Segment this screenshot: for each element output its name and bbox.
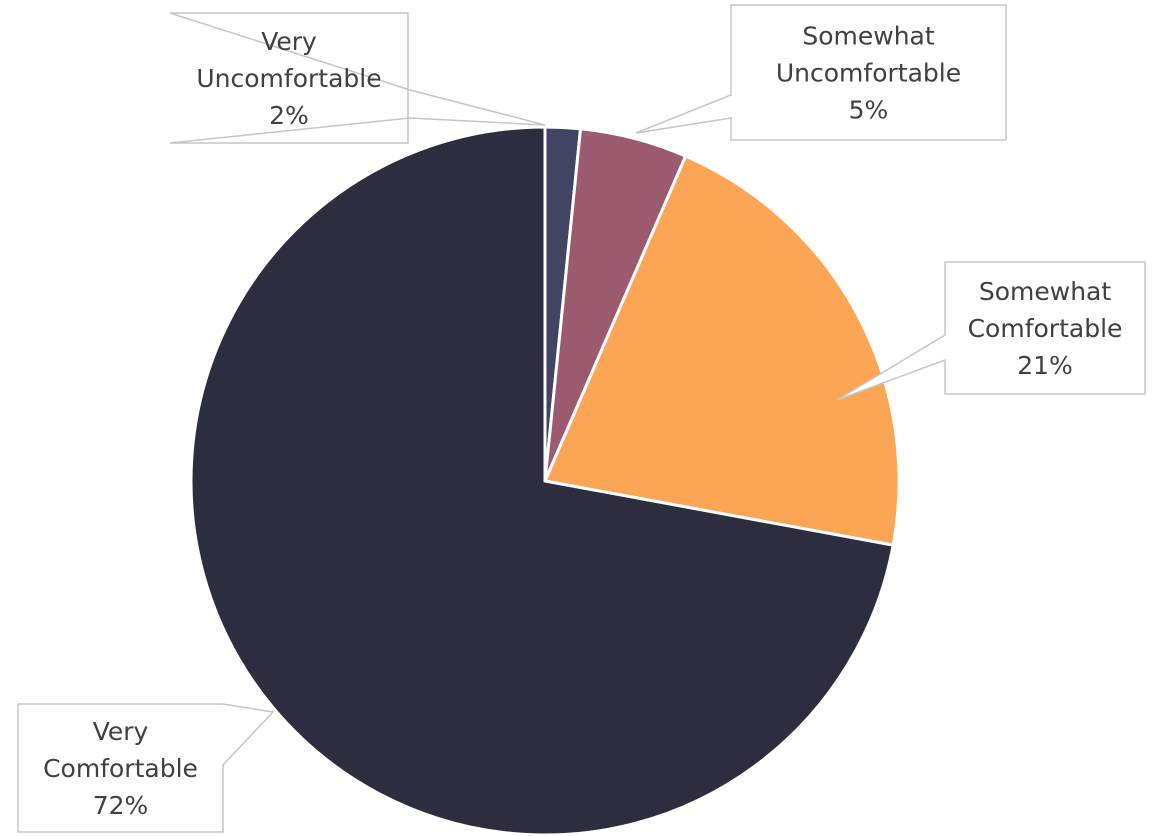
data-label-category: Very: [93, 717, 149, 746]
pie-slices: [189, 125, 901, 836]
data-label-somewhat-comfortable: Somewhat Comfortable 21%: [836, 261, 1146, 401]
data-label-category: Somewhat: [979, 277, 1112, 306]
data-label-category: Somewhat: [802, 22, 935, 51]
data-label-category: Uncomfortable: [776, 59, 961, 88]
data-labels: Very Uncomfortable 2% Somewhat Uncomfortable…: [17, 4, 1146, 833]
data-label-percent: 2%: [269, 101, 309, 130]
data-label-percent: 5%: [849, 96, 889, 125]
label-callout-box: [836, 261, 1146, 401]
label-callout-box: [17, 703, 275, 833]
label-callout-box: [635, 4, 1007, 141]
data-label-percent: 72%: [93, 791, 149, 820]
label-callout-box: [169, 12, 546, 144]
data-label-somewhat-uncomfortable: Somewhat Uncomfortable 5%: [635, 4, 1007, 141]
pie-slice-very-comfortable: [189, 125, 895, 836]
data-label-very-comfortable: Very Comfortable 72%: [17, 703, 275, 833]
pie-slice-somewhat-comfortable: [542, 154, 901, 547]
data-label-category: Uncomfortable: [196, 64, 381, 93]
data-label-category: Comfortable: [43, 754, 198, 783]
data-label-category: Comfortable: [968, 314, 1123, 343]
data-label-very-uncomfortable: Very Uncomfortable 2%: [169, 12, 546, 144]
data-label-category: Very: [261, 27, 317, 56]
data-label-percent: 21%: [1017, 351, 1073, 380]
